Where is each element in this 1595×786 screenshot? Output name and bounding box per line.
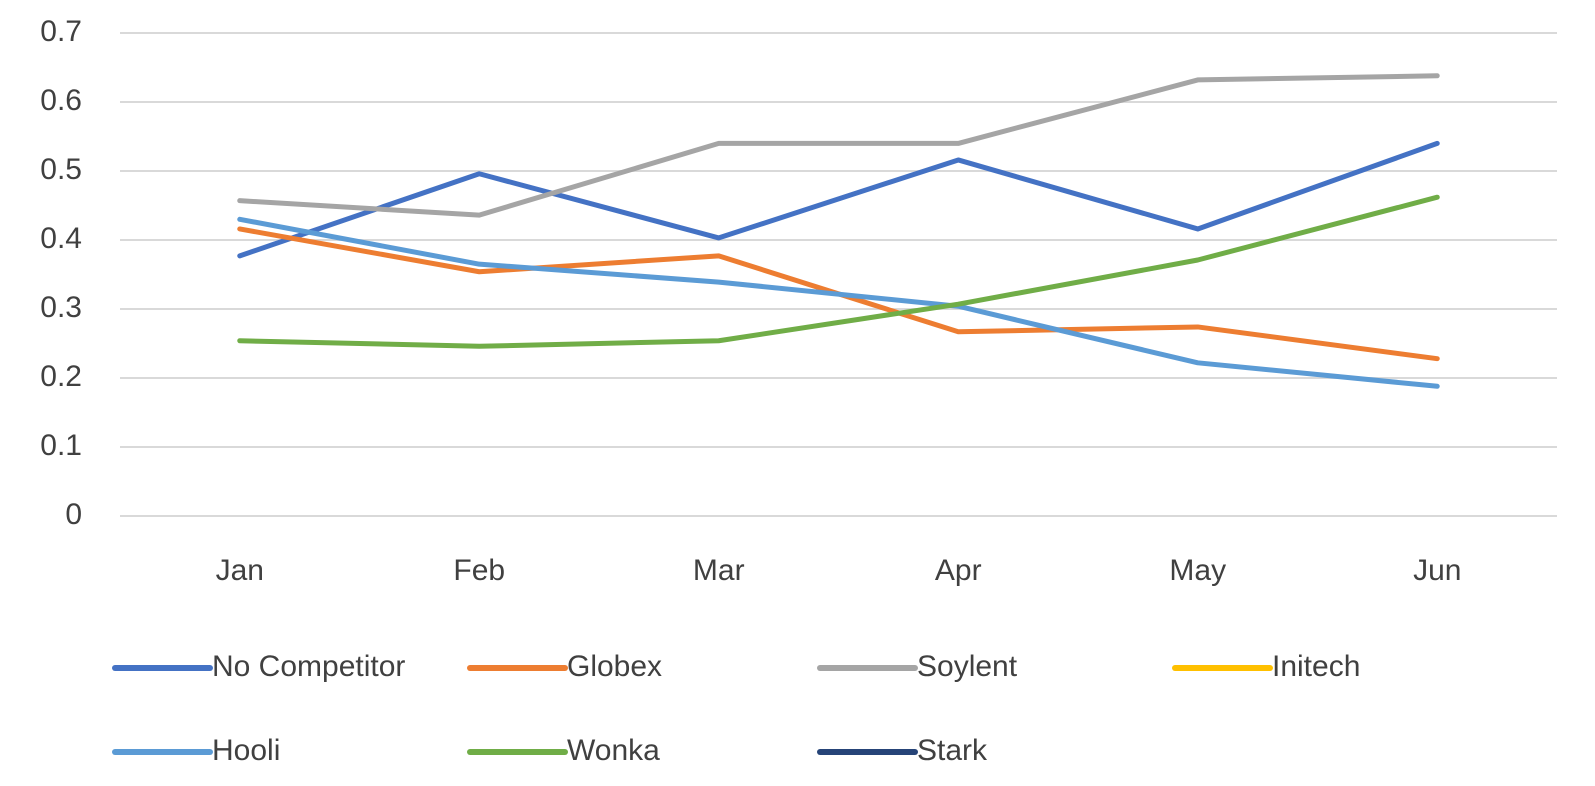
y-tick-label: 0 <box>65 498 82 531</box>
y-tick-label: 0.1 <box>40 429 82 462</box>
legend-label: No Competitor <box>212 650 405 683</box>
series-line <box>237 140 1440 259</box>
y-tick-label: 0.7 <box>40 15 82 48</box>
x-tick-label: Apr <box>935 554 982 587</box>
y-tick-label: 0.6 <box>40 84 82 117</box>
series-line <box>237 73 1440 218</box>
y-tick-label: 0.2 <box>40 360 82 393</box>
x-tick-label: May <box>1169 554 1226 587</box>
legend-label: Hooli <box>212 734 280 767</box>
y-tick-label: 0.4 <box>40 222 82 255</box>
legend-label: Globex <box>567 650 662 683</box>
y-tick-label: 0.5 <box>40 153 82 186</box>
series-line <box>237 194 1440 349</box>
series-line <box>237 216 1440 389</box>
x-tick-label: Feb <box>453 554 505 587</box>
x-tick-label: Jan <box>216 554 264 587</box>
x-tick-label: Mar <box>693 554 745 587</box>
legend-label: Wonka <box>567 734 660 767</box>
legend-label: Stark <box>917 734 988 767</box>
y-tick-label: 0.3 <box>40 291 82 324</box>
x-tick-label: Jun <box>1413 554 1461 587</box>
legend-label: Soylent <box>917 650 1018 683</box>
legend-label: Initech <box>1272 650 1360 683</box>
